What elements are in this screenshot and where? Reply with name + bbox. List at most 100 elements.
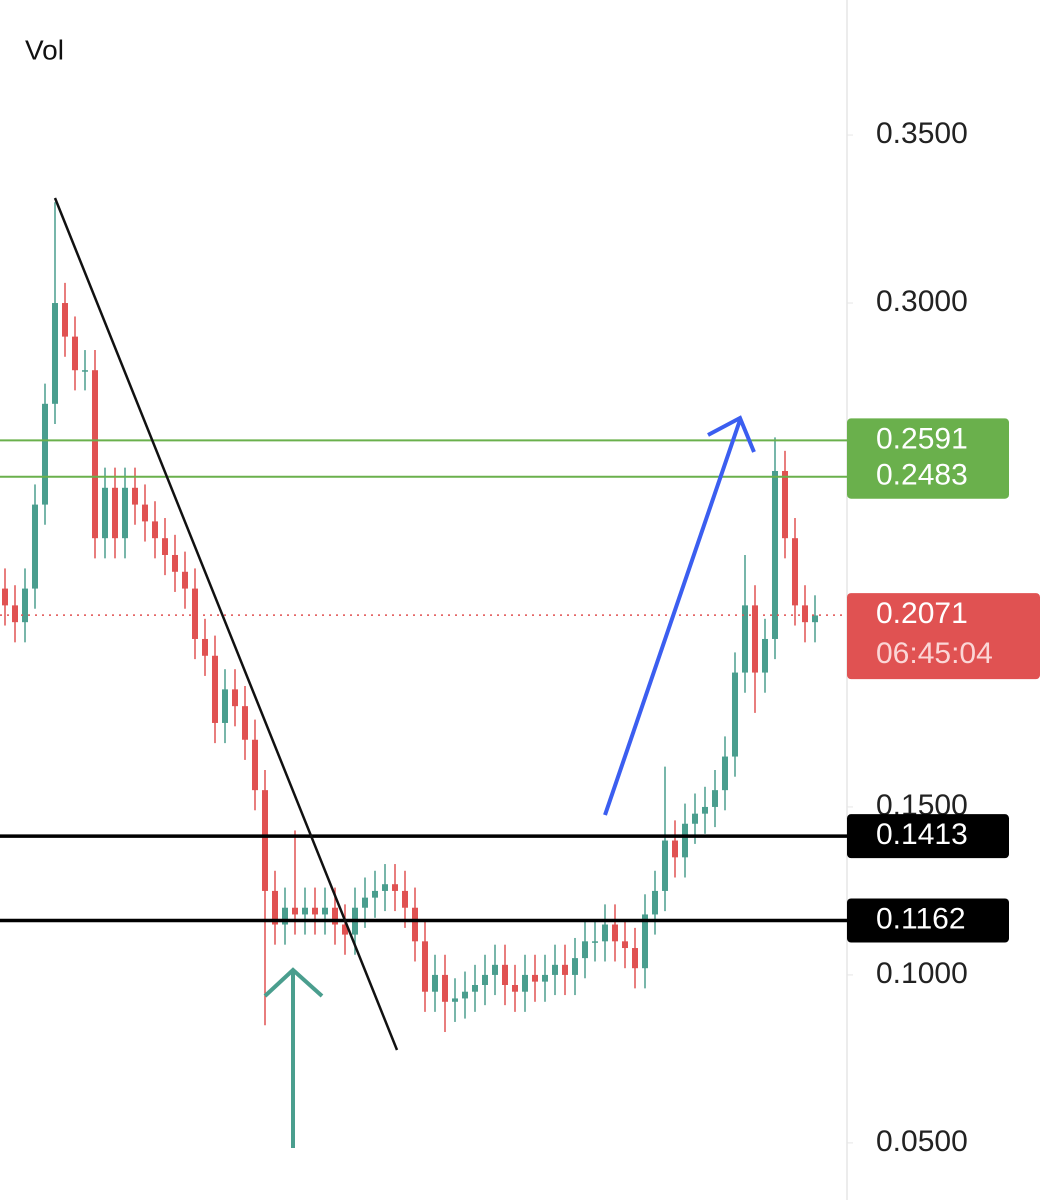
- y-tick-label: 0.1000: [876, 957, 968, 990]
- y-tick-label: 0.3000: [876, 285, 968, 318]
- candle-body: [572, 958, 578, 975]
- candle-body: [432, 974, 438, 992]
- candle-body: [212, 655, 218, 723]
- candle-body: [542, 974, 548, 982]
- candle-body: [792, 538, 798, 606]
- candle-body: [12, 605, 18, 623]
- candle-body: [222, 689, 228, 723]
- level-label-box: [847, 814, 1009, 859]
- level-label: 0.2483: [876, 459, 968, 492]
- candle-body: [812, 615, 818, 623]
- candle-body: [742, 605, 748, 673]
- candle-body: [132, 487, 138, 505]
- candle-body: [312, 907, 318, 915]
- candle-body: [202, 638, 208, 656]
- candle-body: [402, 890, 408, 908]
- countdown-label: 06:45:04: [876, 637, 993, 670]
- blue-arrow: [603, 415, 756, 816]
- candle-body: [92, 370, 98, 539]
- candle-body: [442, 974, 448, 1002]
- candle-body: [192, 588, 198, 639]
- candle-body: [512, 984, 518, 992]
- candle-body: [322, 907, 328, 915]
- candle-body: [632, 948, 638, 969]
- candle-body: [272, 890, 278, 925]
- green-arrow: [263, 967, 324, 1148]
- candle-body: [22, 588, 28, 623]
- candle-body: [172, 554, 178, 572]
- last-price-label: 0.2071: [876, 597, 968, 630]
- candle-body: [412, 907, 418, 942]
- candle-body: [752, 605, 758, 673]
- candle-body: [362, 897, 368, 908]
- candle-body: [712, 790, 718, 807]
- candle-body: [682, 823, 688, 858]
- level-label-box: [847, 418, 1009, 463]
- candle-body: [52, 303, 58, 404]
- level-label-box: [847, 898, 1009, 943]
- candle-body: [232, 689, 238, 707]
- candle-body: [582, 941, 588, 959]
- candle-body: [2, 588, 8, 606]
- candle-body: [602, 924, 608, 942]
- candle-body: [642, 914, 648, 969]
- candle-body: [102, 487, 108, 539]
- candle-body: [772, 470, 778, 639]
- trend-line: [53, 197, 399, 1051]
- candle-body: [422, 941, 428, 992]
- candle-body: [82, 370, 88, 372]
- candle-body: [72, 336, 78, 371]
- candle-body: [332, 907, 338, 925]
- candle-body: [252, 739, 258, 791]
- candle-body: [802, 605, 808, 623]
- candle-body: [732, 672, 738, 757]
- candle-body: [532, 974, 538, 982]
- candle-body: [502, 964, 508, 985]
- candle-body: [122, 487, 128, 539]
- candle-body: [112, 487, 118, 539]
- level-label-box: [847, 454, 1009, 499]
- candle-body: [592, 941, 598, 943]
- candle-body: [142, 504, 148, 522]
- candle-body: [242, 706, 248, 740]
- y-tick-label: 0.0500: [876, 1125, 968, 1158]
- candle-body: [622, 941, 628, 949]
- candle-body: [722, 756, 728, 791]
- candle-body: [762, 638, 768, 673]
- candle-body: [562, 964, 568, 975]
- candle-body: [692, 813, 698, 824]
- candle-body: [392, 884, 398, 891]
- candle-body: [452, 998, 458, 1002]
- candle-body: [382, 884, 388, 891]
- candle-body: [652, 890, 658, 915]
- candle-body: [32, 504, 38, 589]
- candle-body: [672, 840, 678, 858]
- candle-body: [482, 974, 488, 985]
- chart-title: Vol: [25, 34, 64, 65]
- level-label: 0.1162: [876, 902, 966, 935]
- candle-body: [522, 974, 528, 992]
- candle-body: [472, 984, 478, 992]
- candle-body: [702, 806, 708, 814]
- candle-body: [612, 924, 618, 942]
- candle-body: [282, 907, 288, 925]
- candle-body: [662, 840, 668, 891]
- level-label: 0.2591: [876, 422, 968, 455]
- candle-body: [62, 303, 68, 337]
- candle-body: [162, 538, 168, 555]
- candle-body: [262, 790, 268, 891]
- candle-body: [42, 403, 48, 505]
- candle-body: [782, 470, 788, 539]
- candle-body: [302, 907, 308, 915]
- y-tick-label: 0.3500: [876, 117, 968, 150]
- candle-body: [182, 571, 188, 589]
- candle-body: [462, 991, 468, 999]
- candle-body: [152, 521, 158, 539]
- candle-body: [492, 964, 498, 975]
- level-label: 0.1413: [876, 818, 968, 851]
- candle-body: [552, 964, 558, 975]
- candle-body: [292, 907, 298, 915]
- candle-body: [372, 890, 378, 898]
- last-price-box: [847, 593, 1040, 680]
